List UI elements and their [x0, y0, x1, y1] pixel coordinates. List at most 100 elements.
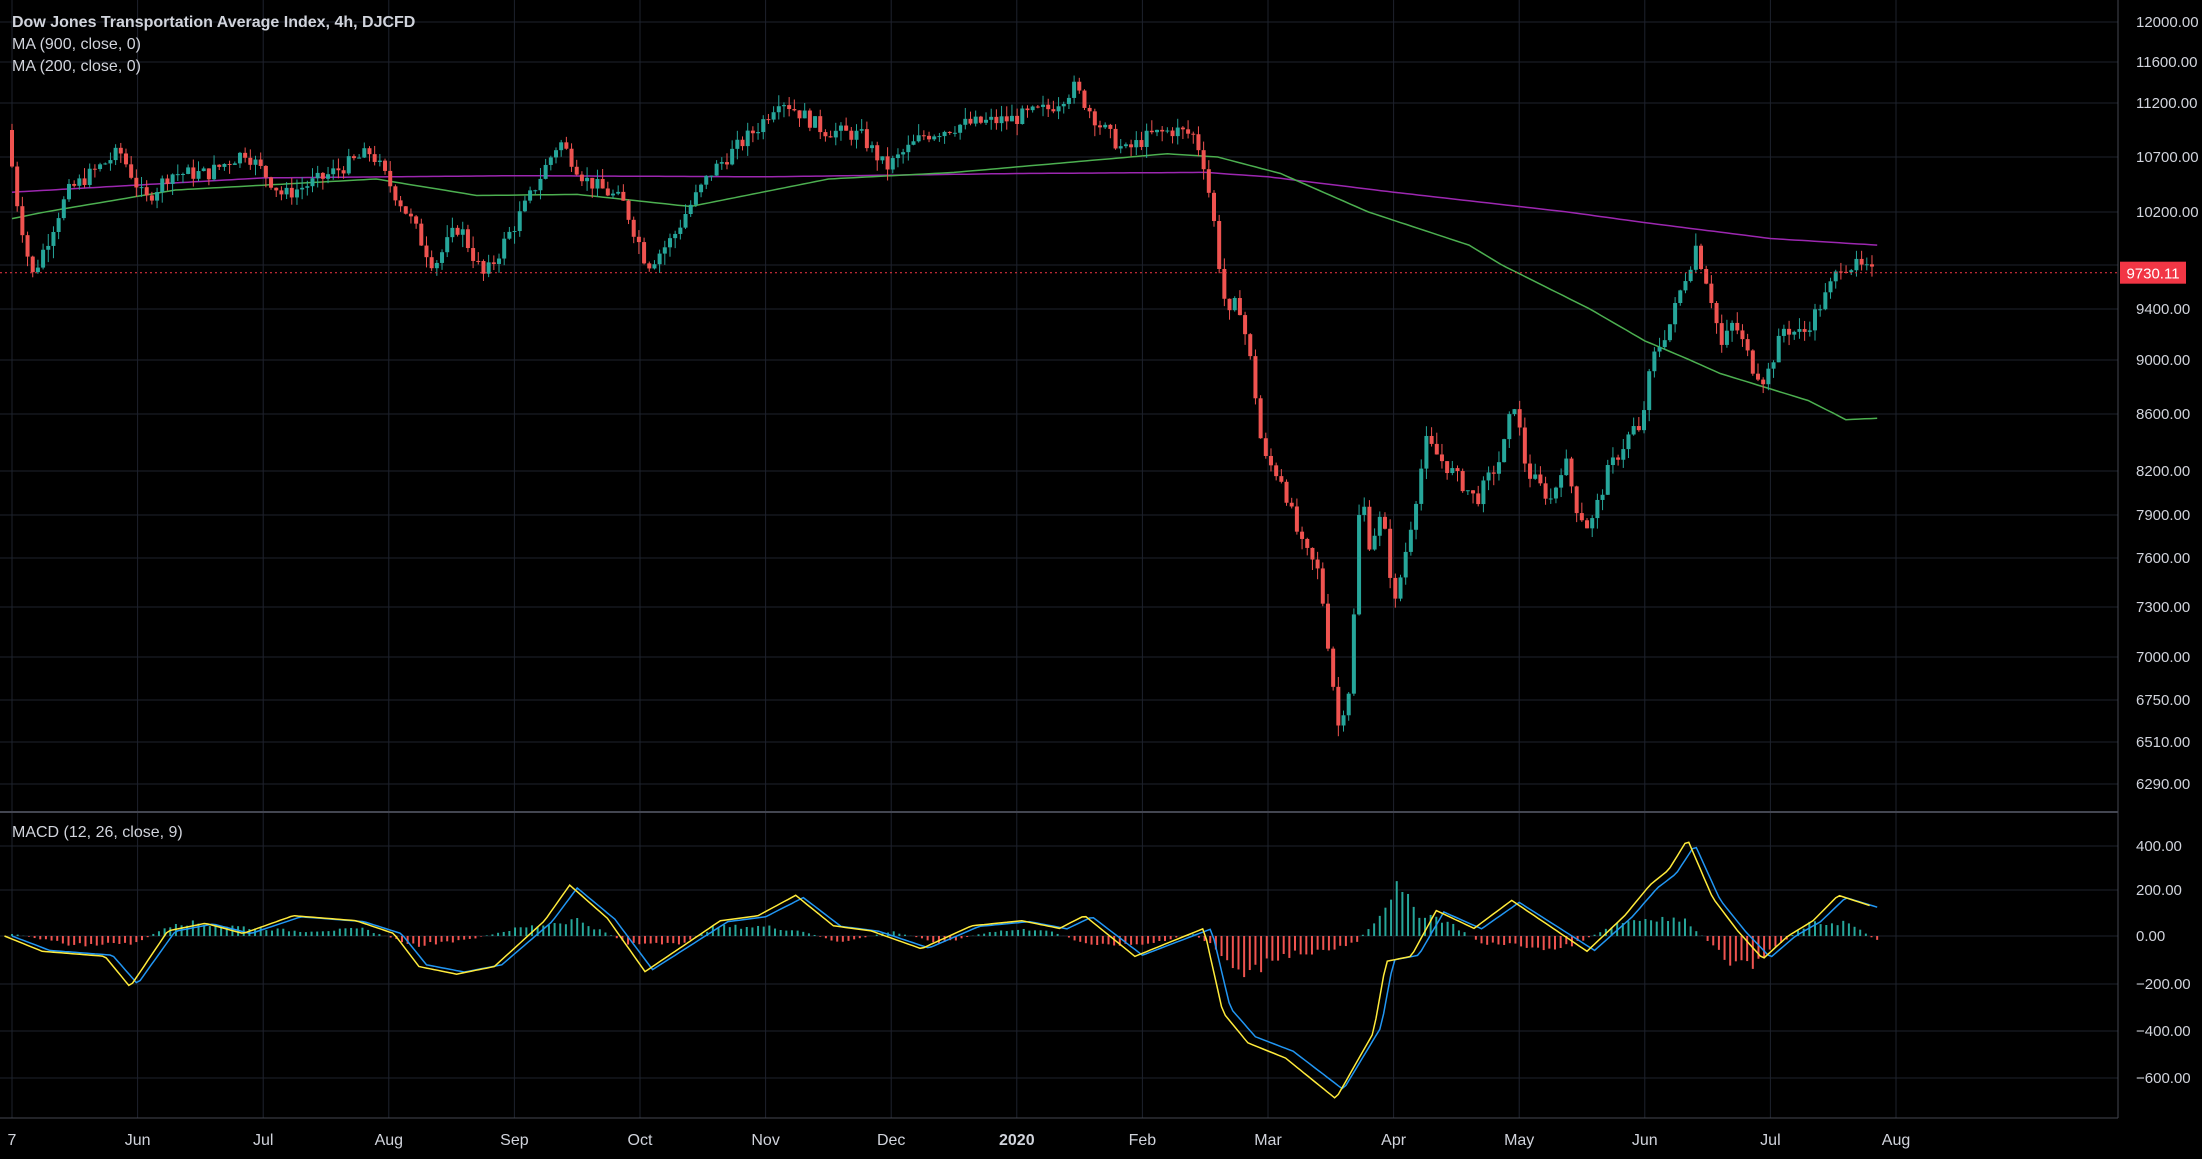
candle-up	[533, 190, 538, 192]
candle-up	[512, 231, 517, 233]
candle-down	[403, 206, 408, 214]
candle-down	[574, 166, 579, 175]
candle-down	[564, 142, 569, 149]
candle-down	[165, 178, 170, 184]
candle-down	[269, 177, 274, 188]
time-tick-label: Oct	[628, 1132, 653, 1149]
time-tick-label: Nov	[751, 1132, 779, 1149]
candle-up	[870, 145, 875, 149]
candle-down	[144, 187, 149, 196]
candle-up	[1372, 535, 1377, 550]
indicator-ma200-label[interactable]: MA (200, close, 0)	[12, 58, 141, 75]
candle-up	[305, 186, 310, 188]
candle-down	[600, 179, 605, 189]
candle-up	[673, 233, 678, 239]
candle-up	[1165, 130, 1170, 132]
candle-up	[1533, 474, 1538, 479]
candle-up	[683, 214, 688, 228]
candle-up	[108, 160, 113, 164]
candle-up	[693, 192, 698, 205]
candle-down	[206, 168, 211, 180]
candle-down	[1367, 506, 1372, 550]
candle-up	[1559, 475, 1564, 488]
time-tick-label: Dec	[877, 1132, 905, 1149]
price-tick-label: 7900.00	[2136, 507, 2190, 524]
candle-down	[1129, 144, 1134, 148]
candle-down	[1719, 323, 1724, 345]
time-tick-label: 7	[8, 1132, 17, 1149]
candle-up	[1507, 414, 1512, 440]
candle-up	[543, 164, 548, 179]
candle-up	[377, 160, 382, 162]
candle-up	[310, 178, 315, 187]
candle-up	[56, 218, 61, 233]
candle-up	[1766, 368, 1771, 385]
candle-down	[1528, 463, 1533, 479]
candle-down	[792, 109, 797, 111]
candle-up	[1030, 106, 1035, 111]
candle-down	[1802, 329, 1807, 332]
candle-up	[362, 148, 367, 158]
candle-down	[1331, 648, 1336, 687]
candle-down	[227, 163, 232, 165]
candle-down	[481, 261, 486, 274]
candle-up	[98, 164, 103, 170]
candle-down	[1517, 409, 1522, 428]
candle-up	[1020, 108, 1025, 125]
candle-down	[1211, 192, 1216, 222]
candle-down	[1579, 513, 1584, 521]
candle-down	[797, 110, 802, 119]
candle-down	[351, 156, 356, 159]
time-tick-label: Jul	[253, 1132, 273, 1149]
candle-up	[1134, 140, 1139, 148]
candle-down	[1113, 128, 1118, 149]
candle-down	[1460, 471, 1465, 492]
candle-up	[1823, 292, 1828, 310]
candle-up	[212, 164, 217, 180]
candle-down	[1206, 169, 1211, 193]
candle-down	[1434, 443, 1439, 455]
candle-up	[963, 118, 968, 125]
candle-down	[1859, 258, 1864, 265]
macd-tick-label: −600.00	[2136, 1070, 2191, 1087]
candle-up	[1652, 351, 1657, 372]
candle-down	[849, 130, 854, 140]
macd-label[interactable]: MACD (12, 26, close, 9)	[12, 824, 183, 841]
candle-down	[569, 148, 574, 167]
candle-up	[1103, 124, 1108, 128]
candle-down	[476, 260, 481, 262]
candle-down	[1248, 334, 1253, 357]
indicator-ma900-label[interactable]: MA (900, close, 0)	[12, 36, 141, 53]
candle-down	[968, 118, 973, 124]
candle-up	[103, 163, 108, 165]
candle-down	[1315, 559, 1320, 569]
candle-up	[937, 136, 942, 138]
candle-down	[258, 159, 263, 166]
candle-up	[730, 148, 735, 165]
candle-down	[1750, 350, 1755, 374]
candle-up	[1496, 462, 1501, 474]
candle-up	[1175, 127, 1180, 137]
candle-up	[1118, 146, 1123, 149]
candle-down	[414, 216, 419, 224]
candle-up	[1828, 281, 1833, 293]
candle-down	[118, 147, 123, 154]
candle-up	[906, 144, 911, 153]
price-tick-label: 9400.00	[2136, 301, 2190, 318]
candle-up	[719, 162, 724, 164]
candle-down	[642, 242, 647, 264]
candle-down	[1046, 104, 1051, 110]
candle-up	[1730, 322, 1735, 331]
candle-down	[1429, 435, 1434, 444]
candle-up	[434, 262, 439, 269]
candle-down	[149, 195, 154, 201]
candle-up	[1066, 97, 1071, 104]
candle-down	[1035, 106, 1040, 108]
candle-up	[222, 163, 227, 167]
candle-down	[1196, 134, 1201, 151]
candle-up	[315, 172, 320, 179]
candle-down	[274, 187, 279, 191]
candle-up	[331, 168, 336, 175]
candle-up	[1346, 693, 1351, 716]
